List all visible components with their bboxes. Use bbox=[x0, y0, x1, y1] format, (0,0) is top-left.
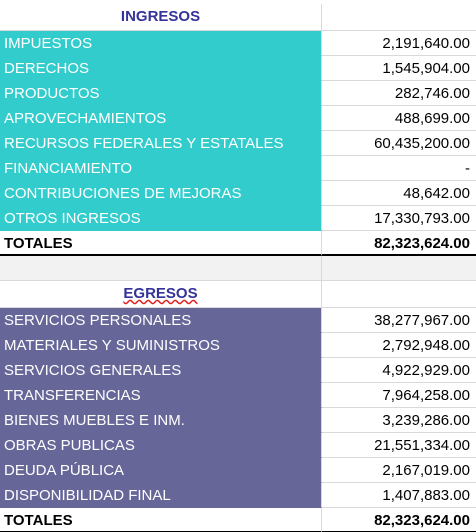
row-label: CONTRIBUCIONES DE MEJORAS bbox=[0, 181, 322, 206]
row-amount: 1,407,883.00 bbox=[322, 483, 476, 508]
row-amount: 2,191,640.00 bbox=[322, 31, 476, 56]
section-title: INGRESOS bbox=[0, 4, 322, 31]
row-label: IMPUESTOS bbox=[0, 31, 322, 56]
empty-cell bbox=[322, 281, 476, 308]
blank-cell bbox=[322, 256, 476, 281]
row-label: APROVECHAMIENTOS bbox=[0, 106, 322, 131]
row-label: FINANCIAMIENTO bbox=[0, 156, 322, 181]
row-label: OBRAS PUBLICAS bbox=[0, 433, 322, 458]
section-title: EGRESOS bbox=[0, 281, 322, 308]
row-amount: 17,330,793.00 bbox=[322, 206, 476, 231]
row-amount: 1,545,904.00 bbox=[322, 56, 476, 81]
row-label: DEUDA PÚBLICA bbox=[0, 458, 322, 483]
row-label: MATERIALES Y SUMINISTROS bbox=[0, 333, 322, 358]
row-amount: 48,642.00 bbox=[322, 181, 476, 206]
total-label: TOTALES bbox=[0, 508, 322, 532]
row-label: PRODUCTOS bbox=[0, 81, 322, 106]
row-amount: - bbox=[322, 156, 476, 181]
header-text: EGRESOS bbox=[123, 285, 198, 302]
row-amount: 4,922,929.00 bbox=[322, 358, 476, 383]
total-label: TOTALES bbox=[0, 231, 322, 256]
row-amount: 3,239,286.00 bbox=[322, 408, 476, 433]
total-amount: 82,323,624.00 bbox=[322, 508, 476, 532]
empty-cell bbox=[322, 4, 476, 31]
row-amount: 282,746.00 bbox=[322, 81, 476, 106]
row-label: SERVICIOS PERSONALES bbox=[0, 308, 322, 333]
row-label: TRANSFERENCIAS bbox=[0, 383, 322, 408]
row-amount: 2,792,948.00 bbox=[322, 333, 476, 358]
total-amount: 82,323,624.00 bbox=[322, 231, 476, 256]
row-amount: 60,435,200.00 bbox=[322, 131, 476, 156]
blank-cell bbox=[0, 256, 322, 281]
row-label: DERECHOS bbox=[0, 56, 322, 81]
row-amount: 7,964,258.00 bbox=[322, 383, 476, 408]
row-label: BIENES MUEBLES E INM. bbox=[0, 408, 322, 433]
row-amount: 38,277,967.00 bbox=[322, 308, 476, 333]
row-label: RECURSOS FEDERALES Y ESTATALES bbox=[0, 131, 322, 156]
row-amount: 488,699.00 bbox=[322, 106, 476, 131]
row-label: DISPONIBILIDAD FINAL bbox=[0, 483, 322, 508]
row-label: SERVICIOS GENERALES bbox=[0, 358, 322, 383]
row-label: OTROS INGRESOS bbox=[0, 206, 322, 231]
row-amount: 21,551,334.00 bbox=[322, 433, 476, 458]
row-amount: 2,167,019.00 bbox=[322, 458, 476, 483]
